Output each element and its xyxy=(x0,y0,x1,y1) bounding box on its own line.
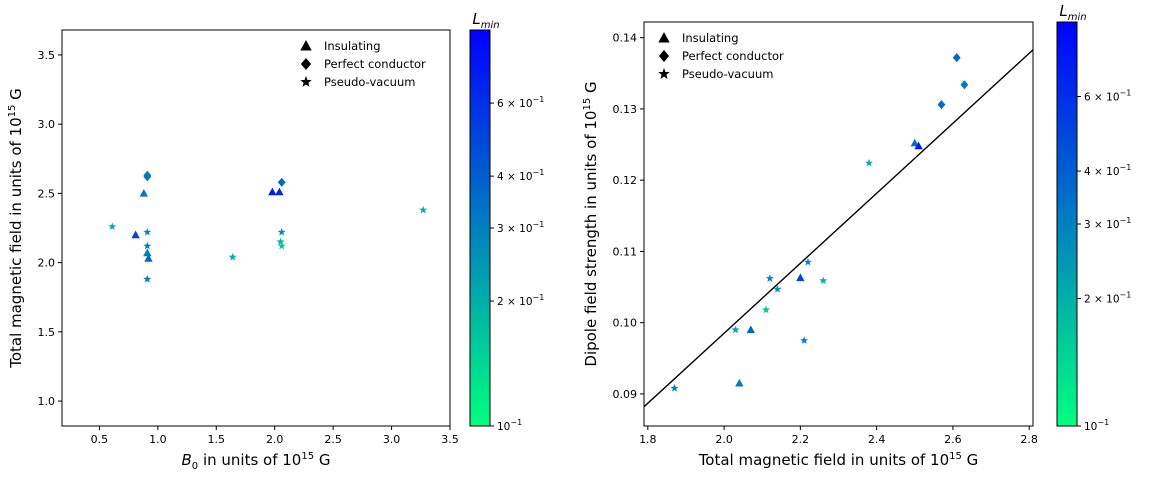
triangle-point xyxy=(131,230,140,239)
star-point xyxy=(773,285,782,293)
x-tick-label: 3.0 xyxy=(383,433,401,446)
fit-line xyxy=(644,49,1033,408)
x-tick-label: 2.0 xyxy=(266,433,284,446)
star-point xyxy=(108,222,117,231)
right-scatter-chart: 1.8 2.0 2.2 2.4 2.6 2.8 0.09 0.10 0.11 0.12 0.13 0.… xyxy=(582,2,1131,469)
x-tick-label: 0.5 xyxy=(91,433,109,446)
star-point xyxy=(276,237,285,246)
legend-star-icon xyxy=(658,68,670,79)
colorbar-tick-label: 3 × 10−1 xyxy=(497,220,544,235)
diamond-point xyxy=(277,177,286,187)
colorbar xyxy=(1056,21,1078,427)
y-tick-label: 1.0 xyxy=(38,395,56,408)
star-point xyxy=(277,241,286,250)
colorbar-tick-label: 3 × 10−1 xyxy=(1084,216,1131,231)
triangle-point xyxy=(914,141,923,150)
legend-diamond-icon xyxy=(300,58,312,70)
legend-label: Insulating xyxy=(682,31,739,45)
triangle-point xyxy=(268,187,277,196)
legend-label: Perfect conductor xyxy=(324,57,426,71)
x-tick-label: 2.4 xyxy=(868,433,886,446)
y-tick-label: 2.5 xyxy=(38,187,56,200)
legend-label: Pseudo-vacuum xyxy=(324,75,415,89)
y-tick-label: 0.11 xyxy=(613,245,638,258)
diamond-point xyxy=(952,53,961,63)
colorbar-tick-label: 4 × 10−1 xyxy=(1084,163,1131,178)
y-tick-label: 1.5 xyxy=(38,326,56,339)
triangle-point xyxy=(275,187,284,196)
y-tick-label: 2.0 xyxy=(38,257,56,270)
triangle-point xyxy=(139,188,148,197)
star-point xyxy=(143,275,152,283)
legend-triangle-icon xyxy=(658,32,670,43)
colorbar-title: Lmin xyxy=(472,10,499,31)
star-point xyxy=(143,227,152,236)
x-tick-label: 2.6 xyxy=(944,433,962,446)
y-tick-label: 3.0 xyxy=(38,118,56,131)
triangle-point xyxy=(143,248,152,257)
star-point xyxy=(228,252,237,261)
star-point xyxy=(277,227,286,236)
star-point xyxy=(819,276,828,285)
colorbar-tick-label: 6 × 10−1 xyxy=(1084,89,1131,104)
x-tick-label: 1.0 xyxy=(149,433,167,446)
star-point xyxy=(762,305,771,314)
diamond-point xyxy=(143,170,152,180)
legend-diamond-icon xyxy=(658,50,670,62)
triangle-point xyxy=(746,325,755,334)
y-tick-label: 0.12 xyxy=(613,174,638,187)
colorbar-tick-label: 10−1 xyxy=(497,418,522,433)
star-point xyxy=(765,274,774,282)
axes-frame xyxy=(643,21,1034,427)
x-tick-label: 1.5 xyxy=(208,433,226,446)
triangle-point xyxy=(910,138,919,147)
triangle-point xyxy=(144,254,153,262)
x-tick-label: 3.5 xyxy=(441,433,459,446)
legend-label: Pseudo-vacuum xyxy=(682,67,773,81)
y-axis-label: Total magnetic field in units of 1015 G xyxy=(7,88,25,369)
legend-label: Insulating xyxy=(324,39,381,53)
diamond-point xyxy=(960,80,969,90)
legend-label: Perfect conductor xyxy=(682,49,784,63)
star-point xyxy=(731,325,740,334)
star-point xyxy=(865,158,873,167)
y-tick-label: 0.13 xyxy=(613,103,638,116)
colorbar-tick-label: 10−1 xyxy=(1084,418,1109,433)
y-tick-label: 0.09 xyxy=(613,388,638,401)
star-point xyxy=(419,205,428,214)
colorbar-tick-label: 6 × 10−1 xyxy=(497,95,544,110)
x-axis-label: B0 in units of 1015 G xyxy=(182,451,331,472)
x-tick-label: 1.8 xyxy=(639,433,657,446)
x-tick-label: 2.8 xyxy=(1020,433,1038,446)
y-axis-label: Dipole field strength in units of 1015 G xyxy=(582,81,600,366)
x-tick-label: 2.0 xyxy=(715,433,733,446)
star-point xyxy=(670,384,679,392)
legend-star-icon xyxy=(300,76,312,87)
triangle-point xyxy=(796,273,805,282)
x-tick-label: 2.2 xyxy=(792,433,810,446)
star-point xyxy=(800,336,809,344)
y-tick-label: 0.14 xyxy=(613,32,638,45)
y-tick-label: 0.10 xyxy=(613,317,638,330)
star-point xyxy=(143,241,152,250)
left-scatter-chart: 0.5 1.0 1.5 2.0 2.5 3.0 3.5 1.0 1.5 2.0 2.5 3.0 3.5 B… xyxy=(7,10,544,472)
y-tick-label: 3.5 xyxy=(38,49,56,62)
colorbar-tick-label: 2 × 10−1 xyxy=(497,293,544,308)
x-tick-label: 2.5 xyxy=(324,433,342,446)
diamond-point xyxy=(937,100,946,110)
star-point xyxy=(804,257,812,266)
colorbar-tick-label: 2 × 10−1 xyxy=(1084,291,1131,306)
colorbar-title: Lmin xyxy=(1059,2,1086,23)
colorbar-tick-label: 4 × 10−1 xyxy=(497,168,544,183)
x-axis-label: Total magnetic field in units of 1015 G xyxy=(698,451,979,469)
colorbar xyxy=(469,29,491,427)
triangle-point xyxy=(735,378,744,387)
axes-frame xyxy=(61,29,451,427)
legend-triangle-icon xyxy=(300,40,312,51)
